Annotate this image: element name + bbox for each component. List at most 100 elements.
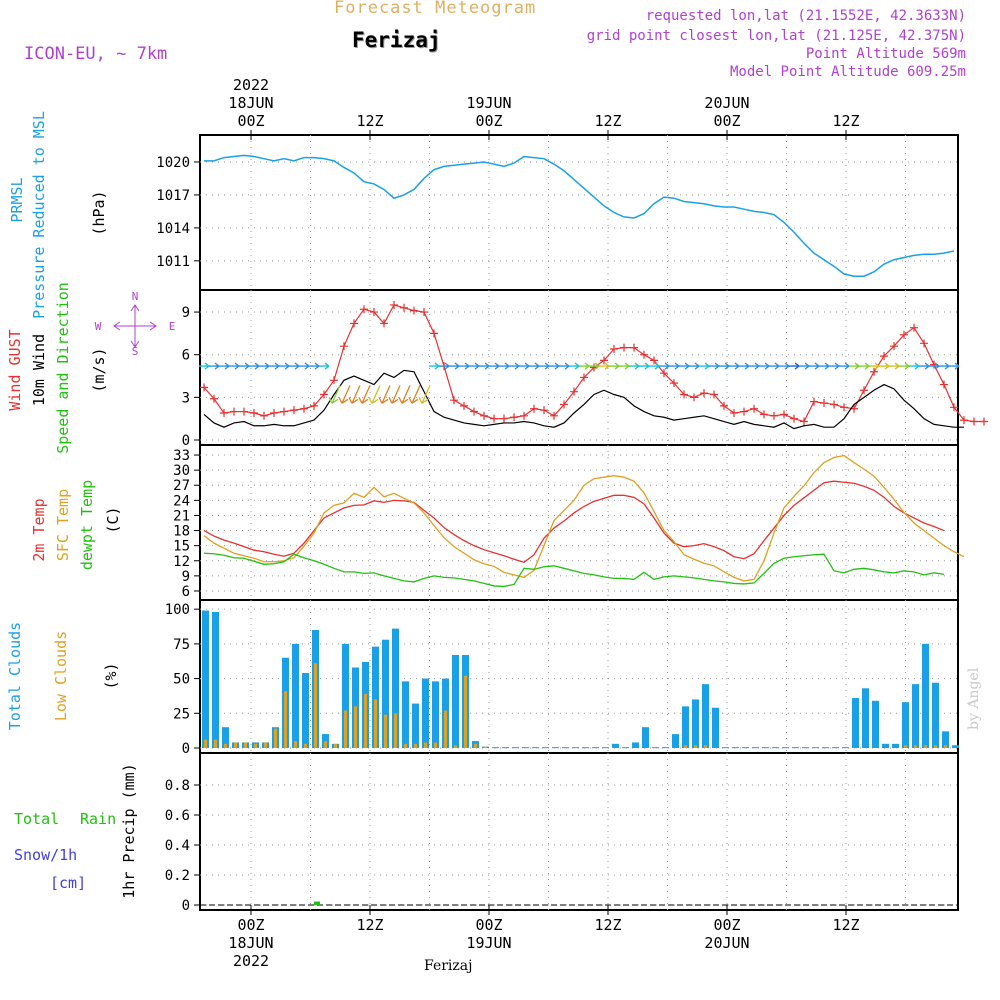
low-cloud-bar [474, 743, 477, 748]
wind-arrow [929, 362, 940, 370]
wind-arrow [199, 362, 210, 370]
panel-frame-temp [199, 444, 959, 601]
gust-label: Wind GUST [6, 329, 24, 410]
wind-arrow [348, 385, 361, 404]
gust-marker [890, 342, 898, 351]
total-cloud-bar [212, 611, 219, 748]
ytick-label-temp: 21 [173, 508, 190, 524]
gust-marker [790, 414, 798, 423]
wind-arrow [529, 362, 540, 370]
gust-marker [260, 411, 268, 420]
ytick-label-clouds: 75 [173, 637, 190, 653]
ytick-label-pressure: 1014 [156, 221, 190, 237]
wind-arrow [839, 362, 850, 370]
gust-marker [220, 408, 228, 417]
gust-marker [330, 376, 338, 385]
total-cloud-bar [522, 747, 529, 749]
total-cloud-bar [502, 747, 509, 749]
wind-arrow [378, 385, 391, 404]
gust-marker [650, 356, 658, 365]
total-cloud-bar [292, 643, 299, 748]
low-cloud-bar [464, 675, 467, 748]
ytick-label-temp: 30 [173, 463, 190, 479]
total-cloud-bar [942, 731, 949, 748]
total-cloud-bar [752, 747, 759, 749]
wind-arrow [519, 362, 530, 370]
sfc-temp-label: SFC Temp [54, 489, 72, 561]
wind-arrow [579, 362, 590, 370]
time-label-bottom: 00Z [237, 916, 264, 934]
ytick-label-clouds: 50 [173, 672, 190, 688]
compass-south: S [132, 345, 139, 358]
gust-marker [480, 411, 488, 420]
sfc-temp-line [203, 454, 965, 582]
wind-arrow [909, 362, 920, 370]
total-cloud-bar [542, 747, 549, 749]
time-label-top: 2022 [233, 76, 269, 94]
low-cloud-bar [394, 713, 397, 748]
wind-arrow [589, 362, 600, 370]
total-cloud-bar [842, 747, 849, 749]
time-label-bottom: 00Z [713, 916, 740, 934]
wind-arrow [679, 362, 690, 370]
total-clouds-label: Total Clouds [6, 622, 24, 730]
wind-arrow [769, 362, 780, 370]
low-cloud-bar [344, 710, 347, 748]
gust-marker [280, 407, 288, 416]
gust-marker [960, 416, 968, 425]
wind-arrow [939, 362, 950, 370]
total-cloud-bar [792, 747, 799, 749]
panel-frame-wind [199, 289, 959, 446]
ytick-label-pressure: 1011 [156, 254, 190, 270]
chart-subtitle: Forecast Meteogram [334, 0, 537, 18]
time-label-top: 20JUN [704, 94, 749, 112]
ytick-label-wind: 3 [182, 390, 190, 406]
gust-marker [320, 390, 328, 399]
total-cloud-bar [432, 681, 439, 748]
gust-marker [870, 367, 878, 376]
gust-marker [560, 400, 568, 409]
gust-marker [450, 396, 458, 405]
gust-marker [730, 408, 738, 417]
wind-arrow [879, 362, 890, 370]
ytick-label-wind: 6 [182, 348, 190, 364]
time-label-top: 00Z [237, 112, 264, 130]
total-cloud-bar [952, 745, 959, 748]
total-cloud-bar [702, 684, 709, 748]
ytick-label-temp: 33 [173, 448, 190, 464]
wind-arrow [479, 362, 490, 370]
time-label-bottom: 2022 [233, 952, 269, 970]
gust-marker [770, 411, 778, 420]
total-cloud-bar [912, 684, 919, 748]
gust-marker [700, 389, 708, 398]
pressure-label-long: Pressure Reduced to MSL [30, 111, 48, 319]
ytick-label-temp: 24 [173, 493, 190, 509]
gust-marker [660, 369, 668, 378]
low-cloud-bar [444, 710, 447, 748]
wind-arrow [499, 362, 510, 370]
low-cloud-bar [324, 741, 327, 748]
gust-marker [270, 408, 278, 417]
gust-marker [250, 408, 258, 417]
model-altitude: Model Point Altitude 609.25m [729, 64, 966, 80]
low-cloud-bar [434, 742, 437, 748]
ytick-label-temp: 12 [173, 554, 190, 570]
ytick-label-precip: 0 [182, 898, 190, 914]
grid-point-coords: grid point closest lon,lat (21.125E, 42.… [586, 28, 966, 44]
ytick-label-clouds: 25 [173, 706, 190, 722]
wind-arrow [629, 362, 640, 370]
low-cloud-bar [214, 739, 217, 748]
gust-marker [340, 342, 348, 351]
wind-arrow [799, 362, 810, 370]
ytick-label-precip: 0.6 [165, 808, 190, 824]
wind-arrow [368, 385, 381, 404]
low-cloud-bar [404, 743, 407, 748]
model-name: ICON-EU, ~ 7km [24, 44, 168, 64]
wind-arrow [649, 362, 660, 370]
gust-marker [210, 394, 218, 403]
wind-arrow [869, 362, 880, 370]
total-cloud-bar [862, 688, 869, 748]
gust-marker [310, 401, 318, 410]
total-cloud-bar [922, 643, 929, 748]
